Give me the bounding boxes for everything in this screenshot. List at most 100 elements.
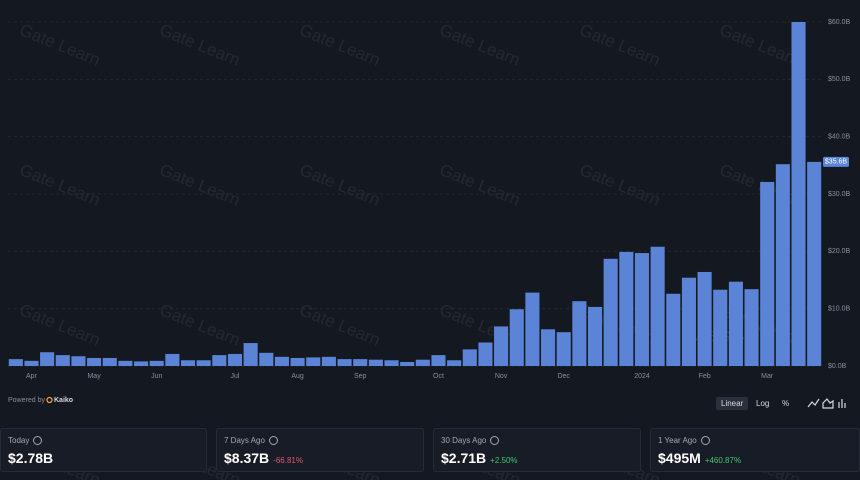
bar — [634, 253, 650, 366]
chart-icons[interactable] — [807, 398, 846, 409]
card-label: 7 Days Ago — [224, 436, 278, 445]
bar — [400, 361, 415, 366]
watermark: Gate Learn — [437, 160, 523, 209]
bar — [431, 355, 446, 366]
watermarks: Gate Learn Gate Learn Gate Learn Gate Learn… — [17, 20, 803, 480]
y-tick-label: $10.0B — [828, 306, 851, 313]
bars — [8, 22, 822, 366]
watermark: Gate Learn — [17, 20, 103, 69]
x-tick-label: Dec — [557, 373, 570, 380]
stat-card: Today $2.78B — [0, 428, 207, 472]
bar — [212, 355, 227, 366]
watermark: Gate Learn — [717, 20, 803, 69]
area-icon[interactable] — [822, 398, 834, 409]
bar — [807, 161, 822, 366]
y-tick-label: $30.0B — [828, 191, 851, 198]
card-label-text: 1 Year Ago — [658, 436, 697, 445]
card-label: Today — [8, 436, 43, 445]
bar — [556, 332, 571, 366]
scale-button[interactable]: % — [782, 399, 790, 408]
bar-icon[interactable] — [838, 399, 846, 408]
card-change: -66.81% — [273, 456, 303, 465]
info-icon[interactable] — [33, 436, 43, 445]
scale-button[interactable]: Log — [756, 399, 770, 408]
bar — [728, 281, 743, 366]
x-tick-label: Apr — [26, 373, 38, 380]
card-value: $8.37B — [224, 450, 270, 466]
card-value-row: $495M +460.87% — [658, 450, 741, 466]
bar — [321, 356, 336, 366]
card-value-row: $2.71B +2.50% — [441, 450, 518, 466]
bar — [713, 289, 728, 366]
bar — [775, 164, 790, 366]
card-label: 30 Days Ago — [441, 436, 500, 445]
bar — [227, 353, 243, 366]
info-icon[interactable] — [490, 436, 500, 445]
y-tick-label: $0.0B — [828, 363, 847, 370]
bar — [102, 357, 117, 366]
last-value-label: $35.6B — [825, 159, 848, 166]
bar — [525, 292, 540, 366]
watermark: Gate Learn — [157, 160, 243, 209]
provider: Kaiko — [54, 397, 73, 404]
bar — [368, 359, 383, 366]
bar — [274, 356, 289, 366]
watermark: Gate Learn — [297, 160, 383, 209]
card-change: +2.50% — [490, 456, 518, 465]
y-tick-label: $20.0B — [828, 248, 851, 255]
bar — [87, 357, 102, 366]
bar — [744, 289, 759, 366]
bar — [180, 360, 196, 366]
watermark: Gate Learn — [437, 20, 523, 69]
watermark: Gate Learn — [717, 160, 803, 209]
x-tick-label: Nov — [495, 373, 508, 380]
x-tick-label: Mar — [761, 373, 774, 380]
y-tick-label: $40.0B — [828, 134, 851, 141]
bar — [71, 356, 86, 366]
card-value-row: $2.78B — [8, 450, 53, 466]
bar — [666, 293, 681, 366]
info-icon[interactable] — [700, 436, 710, 445]
kaiko-logo — [46, 396, 53, 404]
watermark: Gate Learn — [577, 20, 663, 69]
scale-button[interactable]: Linear — [716, 397, 749, 410]
bar — [353, 359, 368, 366]
x-tick-label: Feb — [699, 373, 711, 380]
bar — [8, 359, 23, 366]
card-change: +460.87% — [704, 456, 742, 465]
card-label-text: 30 Days Ago — [441, 436, 487, 445]
bar — [541, 329, 556, 366]
bar — [384, 360, 399, 366]
card-value: $495M — [658, 450, 701, 466]
bar — [572, 301, 587, 366]
bar — [55, 355, 70, 366]
line-icon[interactable] — [807, 398, 820, 408]
y-tick-label: $60.0B — [828, 19, 851, 26]
card-label-text: Today — [8, 436, 30, 445]
watermark: Gate Learn — [17, 160, 103, 209]
y-tick-label: $50.0B — [828, 76, 851, 83]
bar — [447, 360, 462, 366]
bar — [619, 251, 634, 366]
bar — [337, 359, 352, 366]
watermark: Gate Learn — [157, 300, 243, 349]
bar — [118, 360, 133, 366]
bar — [290, 357, 305, 366]
info-icon[interactable] — [268, 436, 278, 445]
powered-by: Powered by — [8, 397, 45, 404]
bar — [165, 353, 180, 366]
bar — [149, 360, 164, 366]
bar — [697, 271, 712, 366]
card-label-text: 7 Days Ago — [224, 436, 265, 445]
bar — [243, 343, 258, 366]
bar — [40, 352, 55, 366]
bar — [259, 352, 274, 366]
x-tick-label: Sep — [354, 373, 367, 380]
card-value: $2.71B — [441, 450, 487, 466]
watermark: Gate Learn — [17, 300, 103, 349]
card-value: $2.78B — [8, 450, 54, 466]
bar — [681, 277, 696, 366]
bar — [462, 349, 477, 366]
